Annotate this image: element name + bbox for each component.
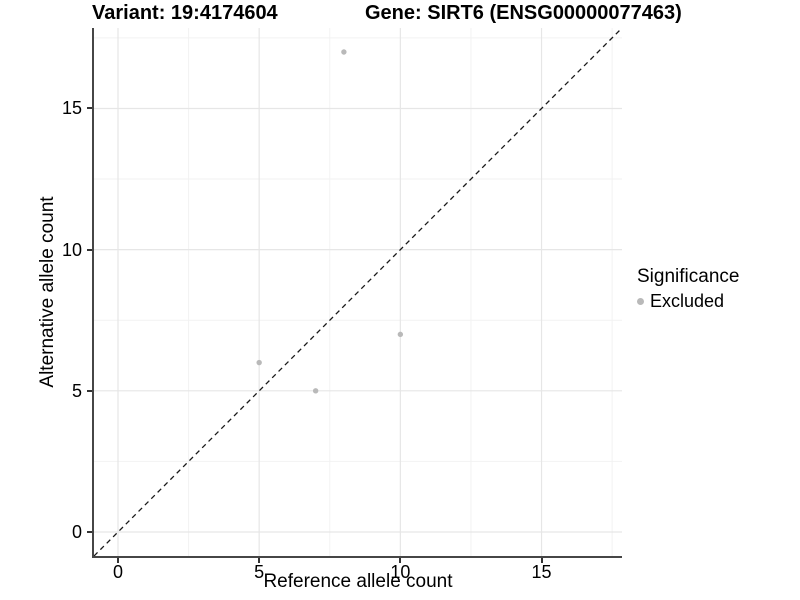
x-tick-label: 10 [390,562,411,582]
data-point [312,388,319,394]
y-tick-mark [87,531,92,533]
x-tick-mark [540,558,543,563]
y-tick-mark [87,389,92,392]
variant-title: Variant: 19:4174604 [92,2,278,24]
y-axis-ticks: 0 5 10 15 [30,28,92,556]
excluded-point-icon [637,298,644,305]
y-tick-mark [87,107,92,110]
data-point [341,49,347,55]
gene-title: Gene: SIRT6 (ENSG00000077463) [365,2,682,24]
scatter-plot-canvas [93,27,623,557]
x-tick-label: 0 [112,562,124,582]
identity-dashed-line [93,27,623,557]
y-tick-label: 10 [61,239,82,260]
x-tick-label: 15 [531,562,552,582]
x-tick-mark [399,558,402,563]
y-tick-mark [87,248,92,251]
y-tick-label: 5 [71,380,82,401]
x-tick-mark [117,558,119,563]
legend-item-excluded: Excluded [637,291,739,312]
y-tick-label: 0 [71,522,82,542]
legend: Significance Excluded [637,266,739,312]
data-point [397,331,404,338]
x-tick-mark [258,558,261,563]
x-axis-title: Reference allele count [263,571,453,592]
legend-title: Significance [637,266,740,287]
plot-panel [93,27,623,557]
y-axis-line [92,28,94,558]
data-point [256,359,262,366]
x-axis-line [92,556,622,558]
legend-item-label: Excluded [650,291,725,311]
x-axis-ticks: 0 5 10 15 [94,558,622,586]
y-tick-label: 15 [61,98,82,119]
x-tick-label: 5 [254,562,265,582]
